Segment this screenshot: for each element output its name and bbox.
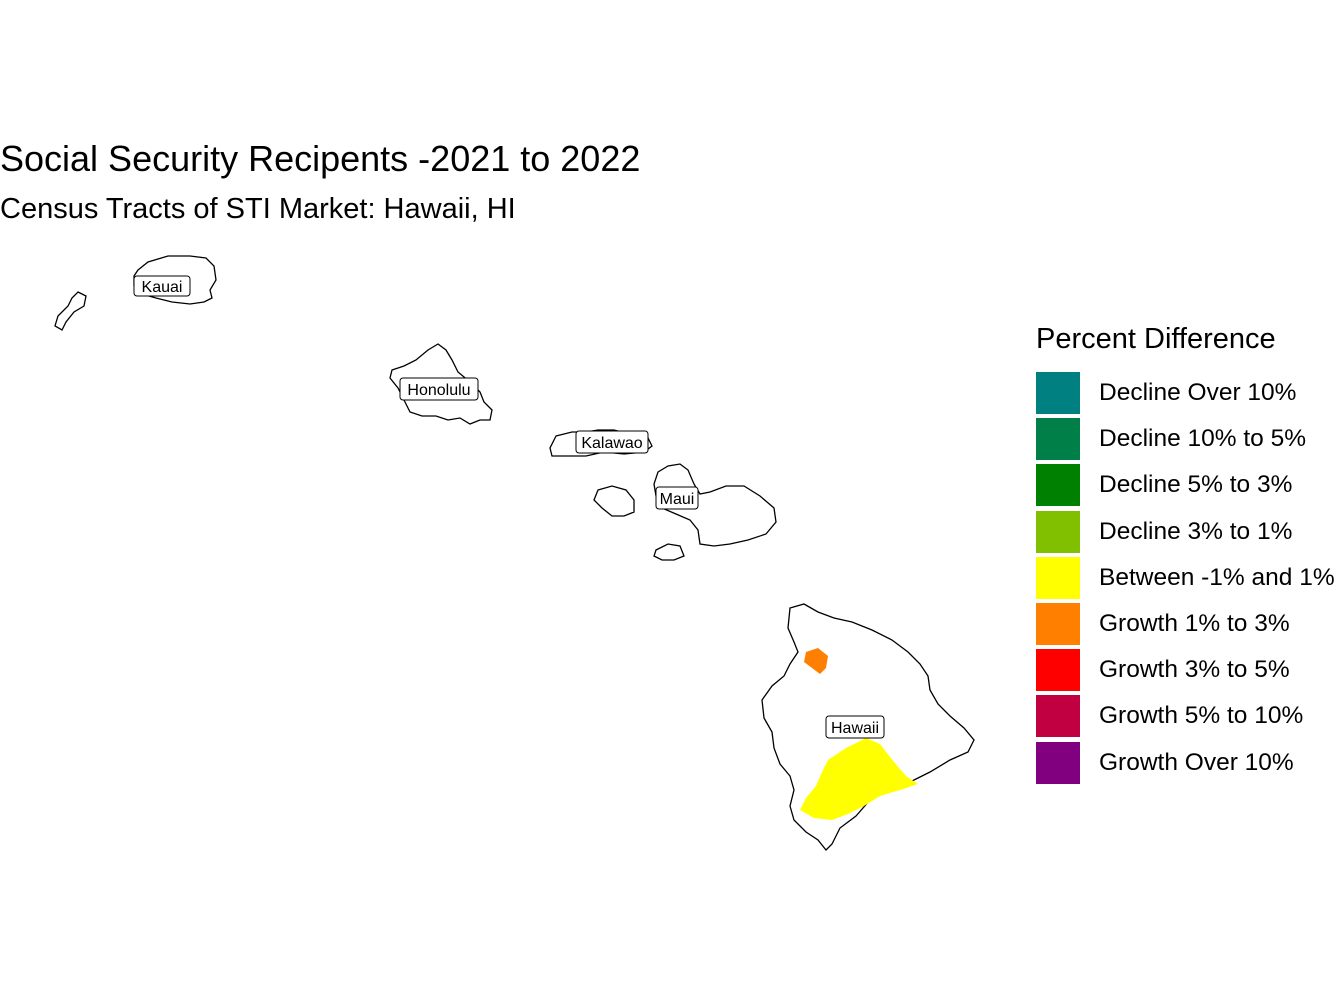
legend-label: Growth 3% to 5% [1099,656,1290,684]
legend-swatch [1036,649,1080,692]
legend-label: Growth 1% to 3% [1099,610,1290,638]
legend-label: Decline 5% to 3% [1099,471,1293,499]
county-label-kauai: Kauai [133,275,191,297]
county-label-kalawao: Kalawao [575,430,649,454]
map-title: Social Security Recipents -2021 to 2022 [0,138,641,179]
svg-text:Kalawao: Kalawao [581,435,642,452]
county-label-honolulu: Honolulu [399,377,479,401]
legend-item: Decline 10% to 5% [1036,416,1342,462]
county-label-maui: Maui [655,486,699,510]
legend-items: Decline Over 10% Decline 10% to 5% Decline… [1036,370,1342,786]
legend-title: Percent Difference [1036,323,1276,355]
legend-item: Between -1% and 1% [1036,555,1342,601]
legend-swatch [1036,418,1080,461]
county-label-hawaii: Hawaii [825,715,885,739]
legend-label: Decline 10% to 5% [1099,425,1307,453]
svg-text:Kauai: Kauai [142,279,183,296]
island-hawaii [761,603,975,851]
legend-item: Decline Over 10% [1036,370,1342,416]
legend-item: Growth 5% to 10% [1036,693,1342,739]
svg-text:Hawaii: Hawaii [831,720,879,737]
legend-swatch [1036,741,1080,784]
legend-swatch [1036,556,1080,599]
legend-swatch [1036,603,1080,646]
legend-label: Between -1% and 1% [1099,563,1335,591]
island-kahoolawe [653,543,685,561]
legend-label: Growth 5% to 10% [1099,702,1304,730]
legend-item: Decline 5% to 3% [1036,462,1342,508]
legend-item: Decline 3% to 1% [1036,509,1342,555]
tract-hawaii-south [800,738,918,820]
legend-label: Growth Over 10% [1099,748,1294,776]
island-lanai [593,485,635,517]
legend: Percent Difference Decline Over 10% Decli… [1036,320,1342,786]
legend-swatch [1036,464,1080,507]
island-niihau [54,291,87,331]
legend-item: Growth Over 10% [1036,740,1342,786]
island-maui [653,463,777,547]
legend-swatch [1036,372,1080,415]
legend-item: Growth 3% to 5% [1036,647,1342,693]
tract-hawaii-north [804,648,828,674]
svg-text:Maui: Maui [660,491,695,508]
map-subtitle: Census Tracts of STI Market: Hawaii, HI [0,193,516,225]
svg-text:Honolulu: Honolulu [407,382,470,399]
legend-label: Decline 3% to 1% [1099,517,1293,545]
legend-item: Growth 1% to 3% [1036,601,1342,647]
legend-label: Decline Over 10% [1099,379,1297,407]
island-oahu [389,343,493,425]
legend-swatch [1036,510,1080,553]
legend-swatch [1036,695,1080,738]
